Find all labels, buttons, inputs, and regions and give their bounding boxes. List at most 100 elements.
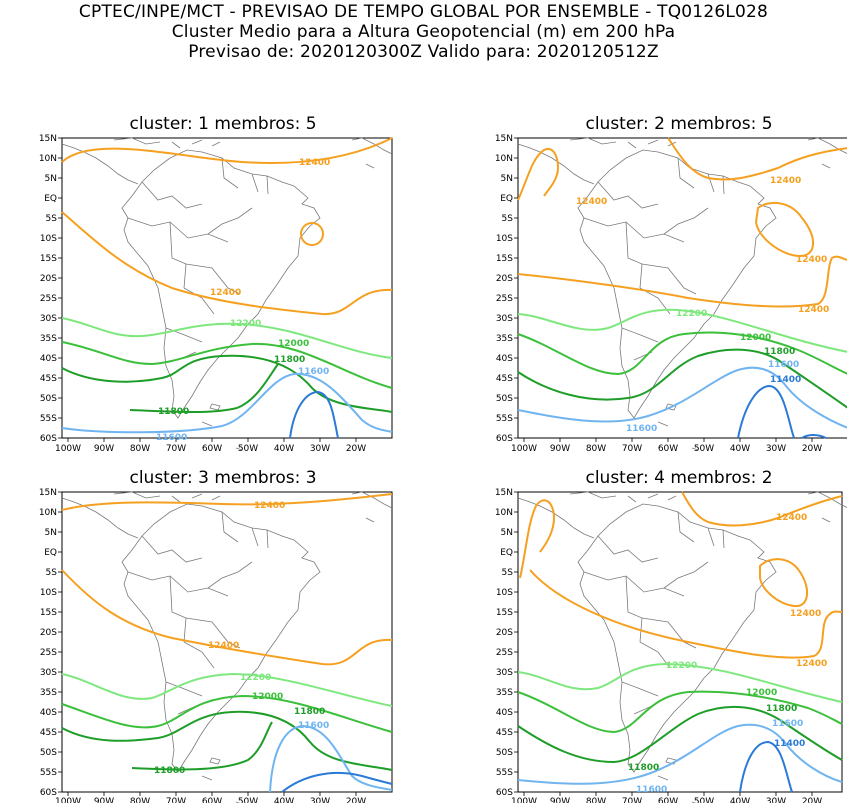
lat-tick-label: 5S [46, 568, 58, 578]
lon-tick-label: 80W [130, 797, 150, 803]
lon-tick-label: 30W [310, 444, 330, 454]
lat-tick-label: 30S [40, 314, 57, 324]
lon-tick-label: 70W [622, 444, 642, 454]
lon-tick-label: 80W [586, 444, 606, 454]
contour-12400-south [529, 569, 843, 659]
header-line-2: Cluster Medio para a Altura Geopotencial… [171, 22, 676, 42]
lon-tick-label: 90W [94, 797, 114, 803]
lon-tick-label: 40W [274, 797, 294, 803]
lat-tick-label: 5S [46, 214, 58, 224]
contour-12400-north [517, 137, 847, 201]
lat-tick-label: 45S [40, 374, 57, 384]
lat-tick-label: 45S [40, 728, 57, 738]
contour-label: 12400 [254, 501, 285, 511]
lat-tick-label: 50S [40, 394, 57, 404]
contour-11600 [517, 723, 843, 785]
contour-12000 [61, 694, 393, 733]
lat-tick-label: 5N [45, 174, 57, 184]
contour-label: 12400 [208, 641, 239, 651]
lat-tick-label: 60S [496, 434, 513, 444]
contour-12400-cell [759, 558, 809, 608]
contour-label: 11600 [636, 785, 667, 795]
panel-title-4: cluster: 4 membros: 2 [585, 468, 773, 488]
contour-label: 12400 [798, 305, 829, 315]
lat-tick-label: 20S [40, 274, 57, 284]
lat-tick-label: 15S [496, 608, 513, 618]
contour-12000 [517, 331, 847, 376]
lat-tick-label: 50S [496, 394, 513, 404]
lon-tick-label: 60W [202, 444, 222, 454]
lat-tick-label: 15S [40, 608, 57, 618]
lat-tick-label: 35S [40, 688, 57, 698]
lon-tick-label: 60W [658, 444, 678, 454]
contour-label: 12400 [796, 659, 827, 669]
lon-tick-label: 30W [766, 797, 786, 803]
contour-label: 11800 [294, 707, 325, 717]
contour-11400 [737, 384, 827, 439]
contour-11600 [517, 366, 847, 429]
map-panel-4: 12400 12400 12400 12200 12000 11800 1180… [495, 488, 847, 803]
contour-12400-cell [754, 201, 814, 258]
map-panel-3: 12400 12400 12200 12000 11800 11800 1160… [39, 488, 393, 803]
lat-tick-label: EQ [44, 548, 57, 558]
lat-tick-label: 40S [496, 708, 513, 718]
lat-tick-label: 30S [496, 314, 513, 324]
lat-tick-label: 30S [40, 668, 57, 678]
lat-tick-label: 15S [40, 254, 57, 264]
lon-tick-label: 100W [511, 444, 537, 454]
lon-tick-label: 40W [730, 444, 750, 454]
lat-tick-label: 35S [496, 688, 513, 698]
lat-tick-label: 5S [502, 568, 514, 578]
contour-label: 12200 [666, 661, 697, 671]
lon-tick-label: 30W [766, 444, 786, 454]
lon-tick-label: 50W [238, 444, 258, 454]
contour-12000 [517, 690, 843, 734]
lat-tick-label: 10S [40, 588, 57, 598]
contour-label: 12400 [776, 513, 807, 523]
lon-tick-label: 100W [55, 444, 81, 454]
contour-label: 12400 [796, 255, 827, 265]
contour-11800-lower [129, 363, 279, 413]
lat-tick-label: 40S [496, 354, 513, 364]
lat-tick-label: 10S [496, 588, 513, 598]
lat-tick-label: EQ [44, 194, 57, 204]
contour-11800 [517, 705, 843, 764]
lon-tick-label: 70W [166, 444, 186, 454]
lat-tick-label: 60S [40, 788, 57, 798]
lat-tick-label: 10N [39, 154, 57, 164]
contour-12200 [61, 672, 393, 707]
map-frame [61, 137, 393, 439]
panel-title-2: cluster: 2 membros: 5 [585, 114, 773, 134]
contour-12400-north [519, 491, 843, 579]
contour-label: 12200 [240, 673, 271, 683]
contour-11800 [61, 710, 393, 771]
contour-11800 [61, 354, 393, 413]
lat-tick-label: 30S [496, 668, 513, 678]
map-frame [517, 137, 847, 439]
lon-tick-label: 50W [694, 444, 714, 454]
lat-tick-label: 40S [40, 354, 57, 364]
lat-tick-label: 5N [45, 528, 57, 538]
header-line-3: Previsao de: 2020120300Z Valido para: 20… [188, 42, 659, 62]
lon-tick-label: 90W [550, 444, 570, 454]
lon-tick-label: 60W [658, 797, 678, 803]
contour-11400 [281, 771, 393, 793]
contour-label: 11600 [298, 721, 329, 731]
contour-12400-north [61, 493, 393, 511]
lon-tick-label: 50W [238, 797, 258, 803]
lat-tick-label: 10N [39, 508, 57, 518]
lat-tick-label: 25S [496, 294, 513, 304]
lat-tick-label: 55S [496, 768, 513, 778]
contour-12200 [517, 308, 847, 353]
lon-tick-label: 20W [346, 797, 366, 803]
header-line-1: CPTEC/INPE/MCT - PREVISAO DE TEMPO GLOBA… [78, 2, 769, 22]
lon-tick-label: 40W [730, 797, 750, 803]
lat-tick-label: 10S [496, 234, 513, 244]
panel-title-1: cluster: 1 membros: 5 [129, 114, 317, 134]
lon-tick-label: 30W [310, 797, 330, 803]
panel-title-3: cluster: 3 membros: 3 [129, 468, 317, 488]
contour-label: 11800 [764, 347, 795, 357]
contour-label: 11800 [766, 704, 797, 714]
map-frame [61, 491, 393, 793]
lat-tick-label: 20S [40, 628, 57, 638]
